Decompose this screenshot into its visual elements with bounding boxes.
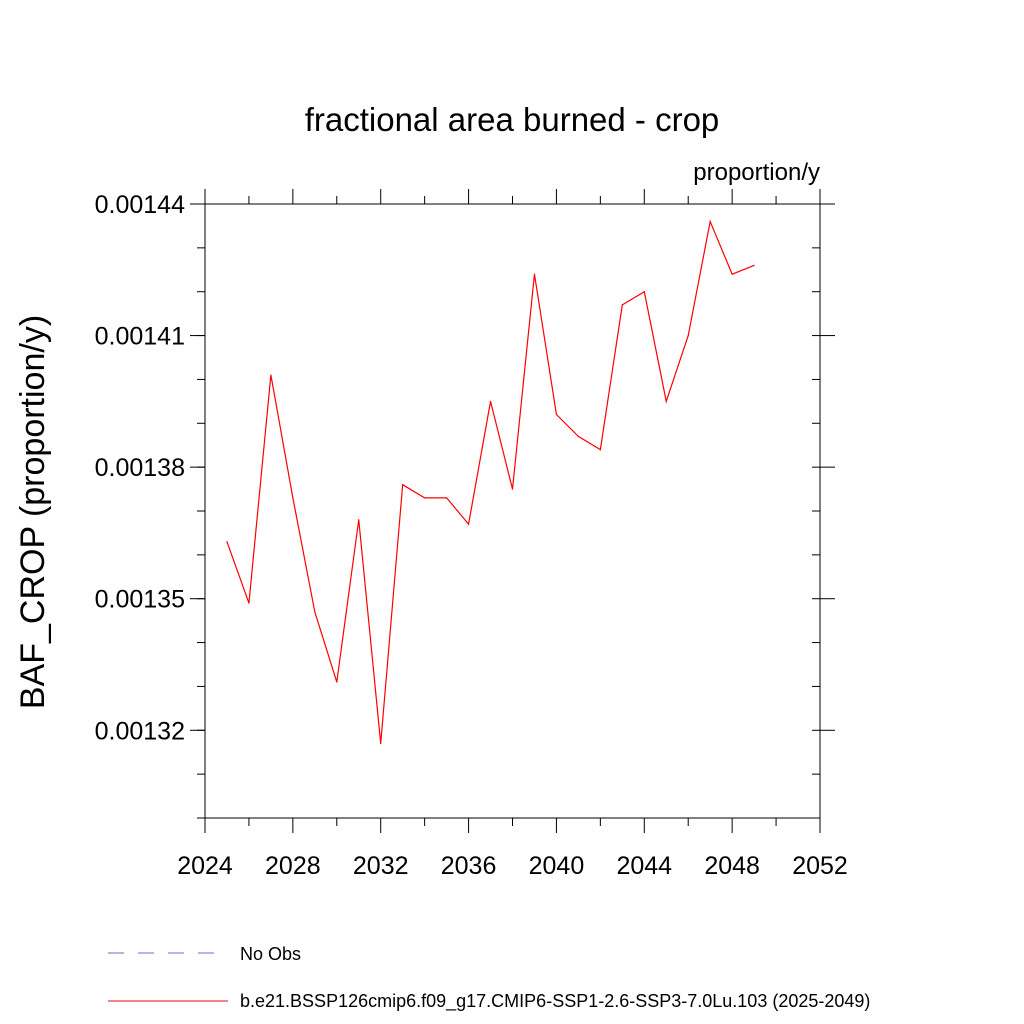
data-point (643, 291, 645, 293)
x-tick-label: 2040 (529, 852, 585, 880)
y-tick-label: 0.00138 (95, 454, 185, 482)
data-point (358, 519, 360, 521)
legend-label-no-obs: No Obs (240, 944, 301, 964)
x-tick-label: 2028 (265, 852, 321, 880)
units-label: proportion/y (693, 159, 820, 186)
data-point (424, 497, 426, 499)
x-tick-label: 2052 (792, 852, 848, 880)
plot-frame (204, 203, 821, 819)
data-point (687, 334, 689, 337)
data-point (511, 488, 514, 490)
y-axis-label: BAF_CROP (proportion/y) (14, 315, 52, 709)
x-tick-label: 2048 (704, 852, 760, 880)
y-axis-ticks: 0.00132 0.00135 0.00138 0.00141 0.00144 (95, 191, 835, 819)
data-point (226, 541, 228, 543)
data-point (270, 374, 272, 376)
data-point (533, 273, 536, 275)
data-point (753, 264, 755, 266)
data-point (665, 400, 667, 402)
data-point (248, 602, 250, 604)
data-point (599, 449, 601, 451)
series-line (226, 219, 755, 744)
y-tick-label: 0.00141 (95, 323, 185, 351)
y-tick-label: 0.00132 (95, 717, 185, 745)
x-tick-label: 2032 (353, 852, 409, 880)
data-point (489, 400, 492, 402)
data-point (621, 304, 623, 306)
x-tick-label: 2044 (616, 852, 672, 880)
y-tick-label: 0.00144 (95, 191, 185, 219)
chart-title: fractional area burned - crop (305, 101, 720, 138)
data-point (577, 435, 579, 438)
data-point (402, 484, 404, 486)
data-point (555, 413, 558, 416)
legend-label-model: b.e21.BSSP126cmip6.f09_g17.CMIP6-SSP1-2.… (240, 991, 870, 1012)
data-point (292, 497, 294, 499)
data-point (709, 220, 711, 223)
x-tick-label: 2024 (177, 852, 233, 880)
legend: No Obs b.e21.BSSP126cmip6.f09_g17.CMIP6-… (108, 944, 870, 1012)
x-axis-ticks: 2024 2028 2032 2036 2040 2044 2048 2052 (177, 189, 848, 880)
series-group (226, 219, 755, 745)
data-point (467, 523, 470, 525)
y-tick-label: 0.00135 (95, 586, 185, 614)
data-point (314, 611, 316, 613)
data-point (336, 681, 338, 683)
data-point (446, 497, 448, 499)
data-point (380, 742, 382, 745)
data-point (731, 273, 733, 275)
x-tick-label: 2036 (441, 852, 497, 880)
